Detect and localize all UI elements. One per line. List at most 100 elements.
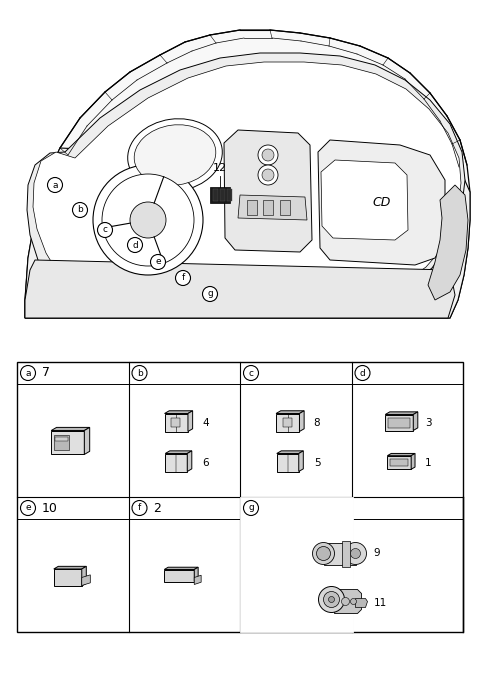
Circle shape (203, 287, 217, 301)
Circle shape (72, 202, 87, 217)
Polygon shape (51, 430, 84, 454)
Text: 11: 11 (373, 598, 387, 608)
Text: c: c (103, 225, 108, 234)
Polygon shape (385, 412, 418, 414)
Text: f: f (138, 504, 141, 513)
Circle shape (21, 365, 36, 380)
Polygon shape (276, 414, 300, 431)
Polygon shape (277, 454, 299, 471)
Text: d: d (360, 369, 365, 378)
Polygon shape (224, 130, 312, 252)
Polygon shape (51, 427, 90, 430)
Polygon shape (388, 418, 410, 428)
Text: c: c (249, 369, 253, 378)
Text: g: g (207, 289, 213, 299)
Polygon shape (387, 454, 415, 456)
Circle shape (130, 202, 166, 238)
Polygon shape (84, 427, 90, 454)
Polygon shape (390, 459, 408, 466)
Circle shape (21, 500, 36, 515)
Polygon shape (165, 451, 192, 454)
Text: d: d (132, 240, 138, 249)
Polygon shape (411, 454, 415, 469)
Text: 7: 7 (42, 367, 50, 380)
Polygon shape (194, 567, 198, 581)
Polygon shape (164, 567, 198, 570)
Text: 12: 12 (213, 163, 227, 173)
Polygon shape (54, 569, 82, 586)
Circle shape (355, 365, 370, 380)
Polygon shape (213, 189, 218, 201)
Polygon shape (82, 566, 86, 586)
Circle shape (316, 547, 331, 560)
Text: 1: 1 (425, 458, 432, 468)
Text: 4: 4 (202, 418, 209, 428)
Text: 8: 8 (314, 418, 320, 428)
Text: e: e (25, 504, 31, 513)
Ellipse shape (134, 125, 216, 185)
Circle shape (350, 598, 357, 604)
FancyBboxPatch shape (241, 498, 351, 631)
Polygon shape (187, 451, 192, 471)
Polygon shape (25, 148, 470, 318)
Circle shape (312, 543, 335, 564)
Circle shape (243, 500, 259, 515)
Polygon shape (238, 195, 307, 220)
FancyBboxPatch shape (17, 362, 463, 632)
Circle shape (324, 591, 339, 608)
Polygon shape (263, 200, 273, 215)
Text: a: a (52, 181, 58, 189)
Text: f: f (181, 274, 185, 282)
Text: 5: 5 (314, 458, 320, 468)
Circle shape (176, 270, 191, 285)
Circle shape (328, 596, 335, 602)
Circle shape (350, 549, 360, 559)
Circle shape (132, 500, 147, 515)
Polygon shape (300, 411, 304, 431)
Polygon shape (247, 200, 257, 215)
Polygon shape (55, 437, 68, 441)
Polygon shape (385, 414, 413, 430)
Text: 6: 6 (202, 458, 209, 468)
Polygon shape (33, 62, 461, 298)
Circle shape (319, 587, 345, 612)
Polygon shape (188, 411, 192, 431)
Polygon shape (283, 418, 292, 428)
Polygon shape (82, 575, 90, 585)
Polygon shape (387, 456, 411, 469)
Text: 3: 3 (425, 418, 432, 428)
Polygon shape (194, 575, 201, 585)
Ellipse shape (128, 119, 222, 191)
Text: 9: 9 (373, 549, 380, 559)
Polygon shape (227, 189, 232, 201)
Text: e: e (155, 257, 161, 266)
Polygon shape (413, 412, 418, 430)
Circle shape (262, 149, 274, 161)
Text: a: a (25, 369, 31, 378)
Polygon shape (277, 451, 303, 454)
Polygon shape (164, 570, 194, 581)
Polygon shape (276, 411, 304, 414)
Polygon shape (428, 185, 468, 300)
Circle shape (48, 177, 62, 193)
Polygon shape (299, 451, 303, 471)
Polygon shape (54, 435, 69, 449)
Circle shape (243, 365, 259, 380)
Text: g: g (248, 504, 254, 513)
Circle shape (97, 223, 112, 238)
Text: 10: 10 (42, 502, 58, 515)
Polygon shape (335, 589, 361, 614)
Polygon shape (165, 414, 188, 431)
Polygon shape (54, 566, 86, 569)
Polygon shape (210, 187, 230, 203)
Circle shape (151, 255, 166, 270)
Polygon shape (27, 53, 465, 303)
Polygon shape (220, 189, 225, 201)
Circle shape (132, 365, 147, 380)
Circle shape (341, 598, 349, 606)
Circle shape (262, 169, 274, 181)
Polygon shape (25, 260, 455, 318)
Polygon shape (171, 418, 180, 428)
Polygon shape (25, 30, 470, 318)
Polygon shape (321, 160, 408, 240)
